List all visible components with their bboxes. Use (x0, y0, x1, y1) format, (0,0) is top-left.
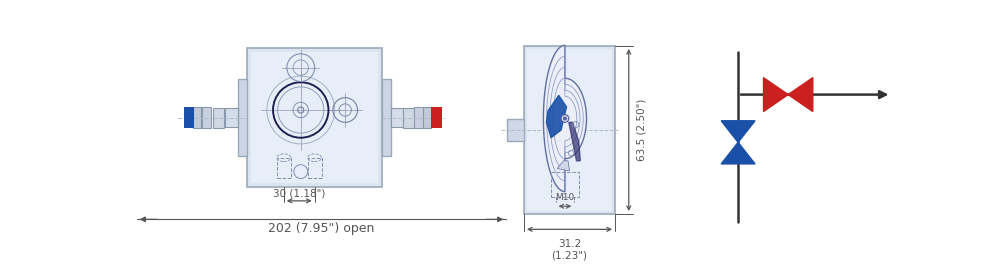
FancyBboxPatch shape (431, 107, 442, 128)
FancyBboxPatch shape (507, 119, 524, 141)
FancyBboxPatch shape (238, 79, 247, 156)
Polygon shape (764, 78, 788, 112)
Polygon shape (721, 121, 755, 142)
Text: 31.2
(1.23"): 31.2 (1.23") (551, 239, 587, 260)
Polygon shape (788, 78, 813, 112)
Polygon shape (546, 95, 566, 138)
FancyBboxPatch shape (213, 108, 224, 128)
FancyBboxPatch shape (524, 46, 615, 214)
Polygon shape (569, 122, 580, 161)
FancyBboxPatch shape (225, 108, 238, 127)
Circle shape (561, 115, 569, 122)
Text: 202 (7.95") open: 202 (7.95") open (268, 222, 375, 235)
Text: 30 (1.18"): 30 (1.18") (273, 189, 325, 199)
Polygon shape (557, 161, 570, 171)
FancyBboxPatch shape (403, 108, 414, 128)
FancyBboxPatch shape (193, 107, 201, 128)
FancyBboxPatch shape (202, 107, 211, 128)
FancyBboxPatch shape (251, 52, 378, 183)
FancyBboxPatch shape (423, 107, 431, 128)
FancyBboxPatch shape (527, 49, 612, 211)
FancyBboxPatch shape (414, 107, 423, 128)
FancyBboxPatch shape (391, 108, 403, 127)
Circle shape (563, 117, 566, 120)
Polygon shape (543, 45, 586, 192)
FancyBboxPatch shape (382, 79, 391, 156)
FancyBboxPatch shape (184, 107, 194, 128)
Text: M10: M10 (555, 192, 575, 202)
Polygon shape (721, 142, 755, 164)
FancyBboxPatch shape (247, 48, 382, 187)
Text: 63.5 (2.50"): 63.5 (2.50") (636, 99, 646, 161)
